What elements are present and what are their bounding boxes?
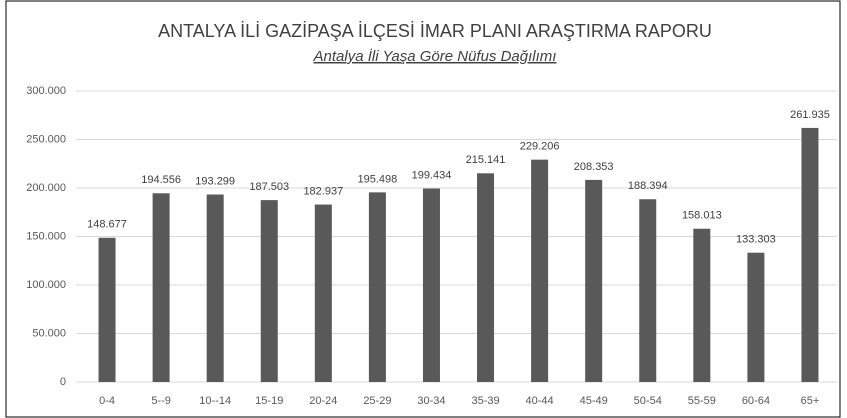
- data-label: 182.937: [303, 185, 343, 197]
- x-tick-label: 35-39: [471, 395, 499, 407]
- x-tick-label: 50-54: [634, 395, 662, 407]
- bar: [693, 228, 711, 382]
- data-label: 208.353: [574, 161, 614, 173]
- data-label: 148.677: [87, 219, 127, 231]
- y-tick-label: 250.000: [26, 133, 66, 145]
- data-label: 188.394: [628, 180, 668, 192]
- bar: [368, 192, 386, 382]
- data-label: 133.303: [736, 234, 776, 246]
- chart-subtitle: Antalya İli Yaşa Göre Nüfus Dağılımı: [313, 48, 557, 65]
- bar: [585, 179, 603, 382]
- bar: [152, 193, 170, 382]
- x-tick-label: 60-64: [742, 395, 770, 407]
- data-label: 199.434: [412, 169, 452, 181]
- bar: [206, 194, 224, 382]
- bar: [639, 199, 657, 382]
- bar: [260, 200, 278, 382]
- data-label: 215.141: [466, 154, 506, 166]
- chart-title: ANTALYA İLİ GAZİPAŞA İLÇESİ İMAR PLANI A…: [158, 21, 712, 41]
- x-tick-label: 5--9: [151, 395, 171, 407]
- y-tick-label: 200.000: [26, 182, 66, 194]
- x-tick-label: 40-44: [526, 395, 554, 407]
- y-tick-label: 0: [60, 376, 66, 388]
- bar: [801, 127, 819, 382]
- y-tick-label: 100.000: [26, 279, 66, 291]
- bar: [477, 173, 495, 382]
- x-tick-label: 25-29: [363, 395, 391, 407]
- x-tick-label: 20-24: [309, 395, 337, 407]
- y-tick-label: 50.000: [32, 327, 66, 339]
- x-tick-label: 0-4: [99, 395, 115, 407]
- x-tick-label: 55-59: [688, 395, 716, 407]
- x-tick-label: 30-34: [417, 395, 445, 407]
- data-label: 229.206: [520, 141, 560, 153]
- data-label: 195.498: [358, 173, 398, 185]
- bar: [422, 188, 440, 382]
- data-label: 187.503: [249, 181, 289, 193]
- x-tick-label: 15-19: [255, 395, 283, 407]
- bar: [314, 204, 332, 382]
- bar: [531, 159, 549, 382]
- x-tick-label: 45-49: [580, 395, 608, 407]
- data-label: 194.556: [141, 174, 181, 186]
- bar: [747, 252, 765, 382]
- data-label: 193.299: [195, 175, 235, 187]
- data-label: 261.935: [790, 109, 830, 121]
- data-label: 158.013: [682, 210, 722, 222]
- y-tick-label: 150.000: [26, 230, 66, 242]
- y-tick-label: 300.000: [26, 85, 66, 97]
- x-tick-label: 10--14: [199, 395, 231, 407]
- x-tick-label: 65+: [801, 395, 820, 407]
- bar: [98, 237, 116, 382]
